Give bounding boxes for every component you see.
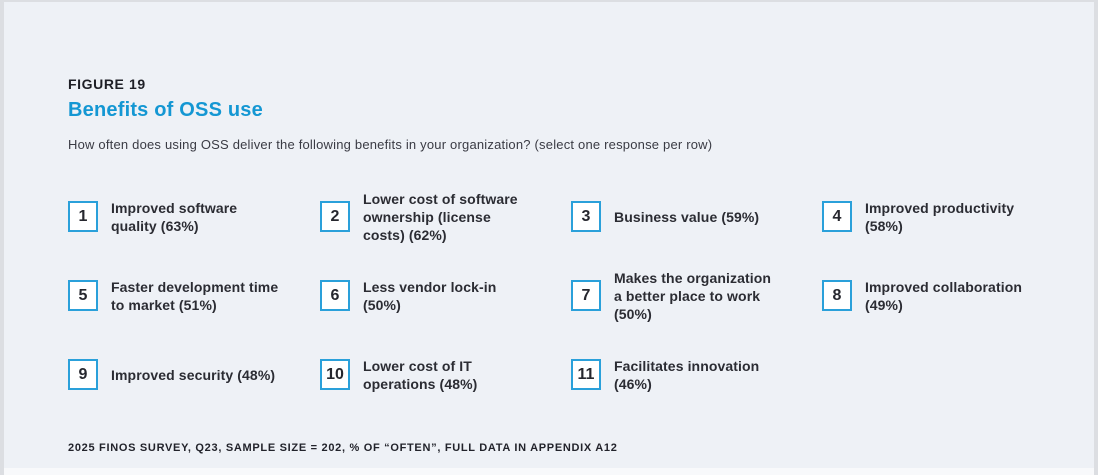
figure-label: FIGURE 19 xyxy=(68,76,146,92)
rank-box: 2 xyxy=(320,201,350,232)
rank-box: 4 xyxy=(822,201,852,232)
rank-box: 7 xyxy=(571,280,601,311)
benefit-item: 2 Lower cost of software ownership (lice… xyxy=(320,190,571,244)
bottom-section-divider xyxy=(4,468,1094,475)
benefit-item: 3 Business value (59%) xyxy=(571,201,822,232)
rank-box: 8 xyxy=(822,280,852,311)
benefit-item: 8 Improved collaboration (49%) xyxy=(822,278,1084,314)
benefit-label: Improved security (48%) xyxy=(111,366,276,383)
benefit-item: 5 Faster development time to market (51%… xyxy=(68,278,320,314)
benefit-item: 1 Improved software quality (63%) xyxy=(68,199,320,235)
benefit-label: Improved productivity (58%) xyxy=(865,199,1015,234)
benefit-label: Improved collaboration (49%) xyxy=(865,278,1022,313)
benefit-label: Less vendor lock-in (50%) xyxy=(363,278,497,313)
benefits-grid: 1 Improved software quality (63%) 2 Lowe… xyxy=(68,177,1070,414)
rank-box: 5 xyxy=(68,280,98,311)
rank-box: 9 xyxy=(68,359,98,390)
benefit-item: 6 Less vendor lock-in (50%) xyxy=(320,278,571,314)
rank-box: 3 xyxy=(571,201,601,232)
benefit-label: Business value (59%) xyxy=(614,208,760,225)
rank-box: 1 xyxy=(68,201,98,232)
rank-box: 10 xyxy=(320,359,350,390)
benefit-label: Makes the organization a better place to… xyxy=(614,269,772,322)
figure-question: How often does using OSS deliver the fol… xyxy=(68,137,713,152)
benefit-label: Lower cost of software ownership (licens… xyxy=(363,190,518,243)
benefit-label: Faster development time to market (51%) xyxy=(111,278,279,313)
benefit-item: 11 Facilitates innovation (46%) xyxy=(571,357,822,393)
figure-card: FIGURE 19 Benefits of OSS use How often … xyxy=(4,2,1094,468)
benefit-label: Lower cost of IT operations (48%) xyxy=(363,357,478,392)
benefit-item: 4 Improved productivity (58%) xyxy=(822,199,1084,235)
rank-box: 6 xyxy=(320,280,350,311)
figure-footnote: 2025 FINOS SURVEY, Q23, SAMPLE SIZE = 20… xyxy=(68,442,618,454)
benefit-item: 10 Lower cost of IT operations (48%) xyxy=(320,357,571,393)
benefit-label: Facilitates innovation (46%) xyxy=(614,357,760,392)
benefit-item: 7 Makes the organization a better place … xyxy=(571,269,822,323)
benefit-item: 9 Improved security (48%) xyxy=(68,359,320,390)
benefit-label: Improved software quality (63%) xyxy=(111,199,238,234)
figure-title: Benefits of OSS use xyxy=(68,99,263,121)
rank-box: 11 xyxy=(571,359,601,390)
